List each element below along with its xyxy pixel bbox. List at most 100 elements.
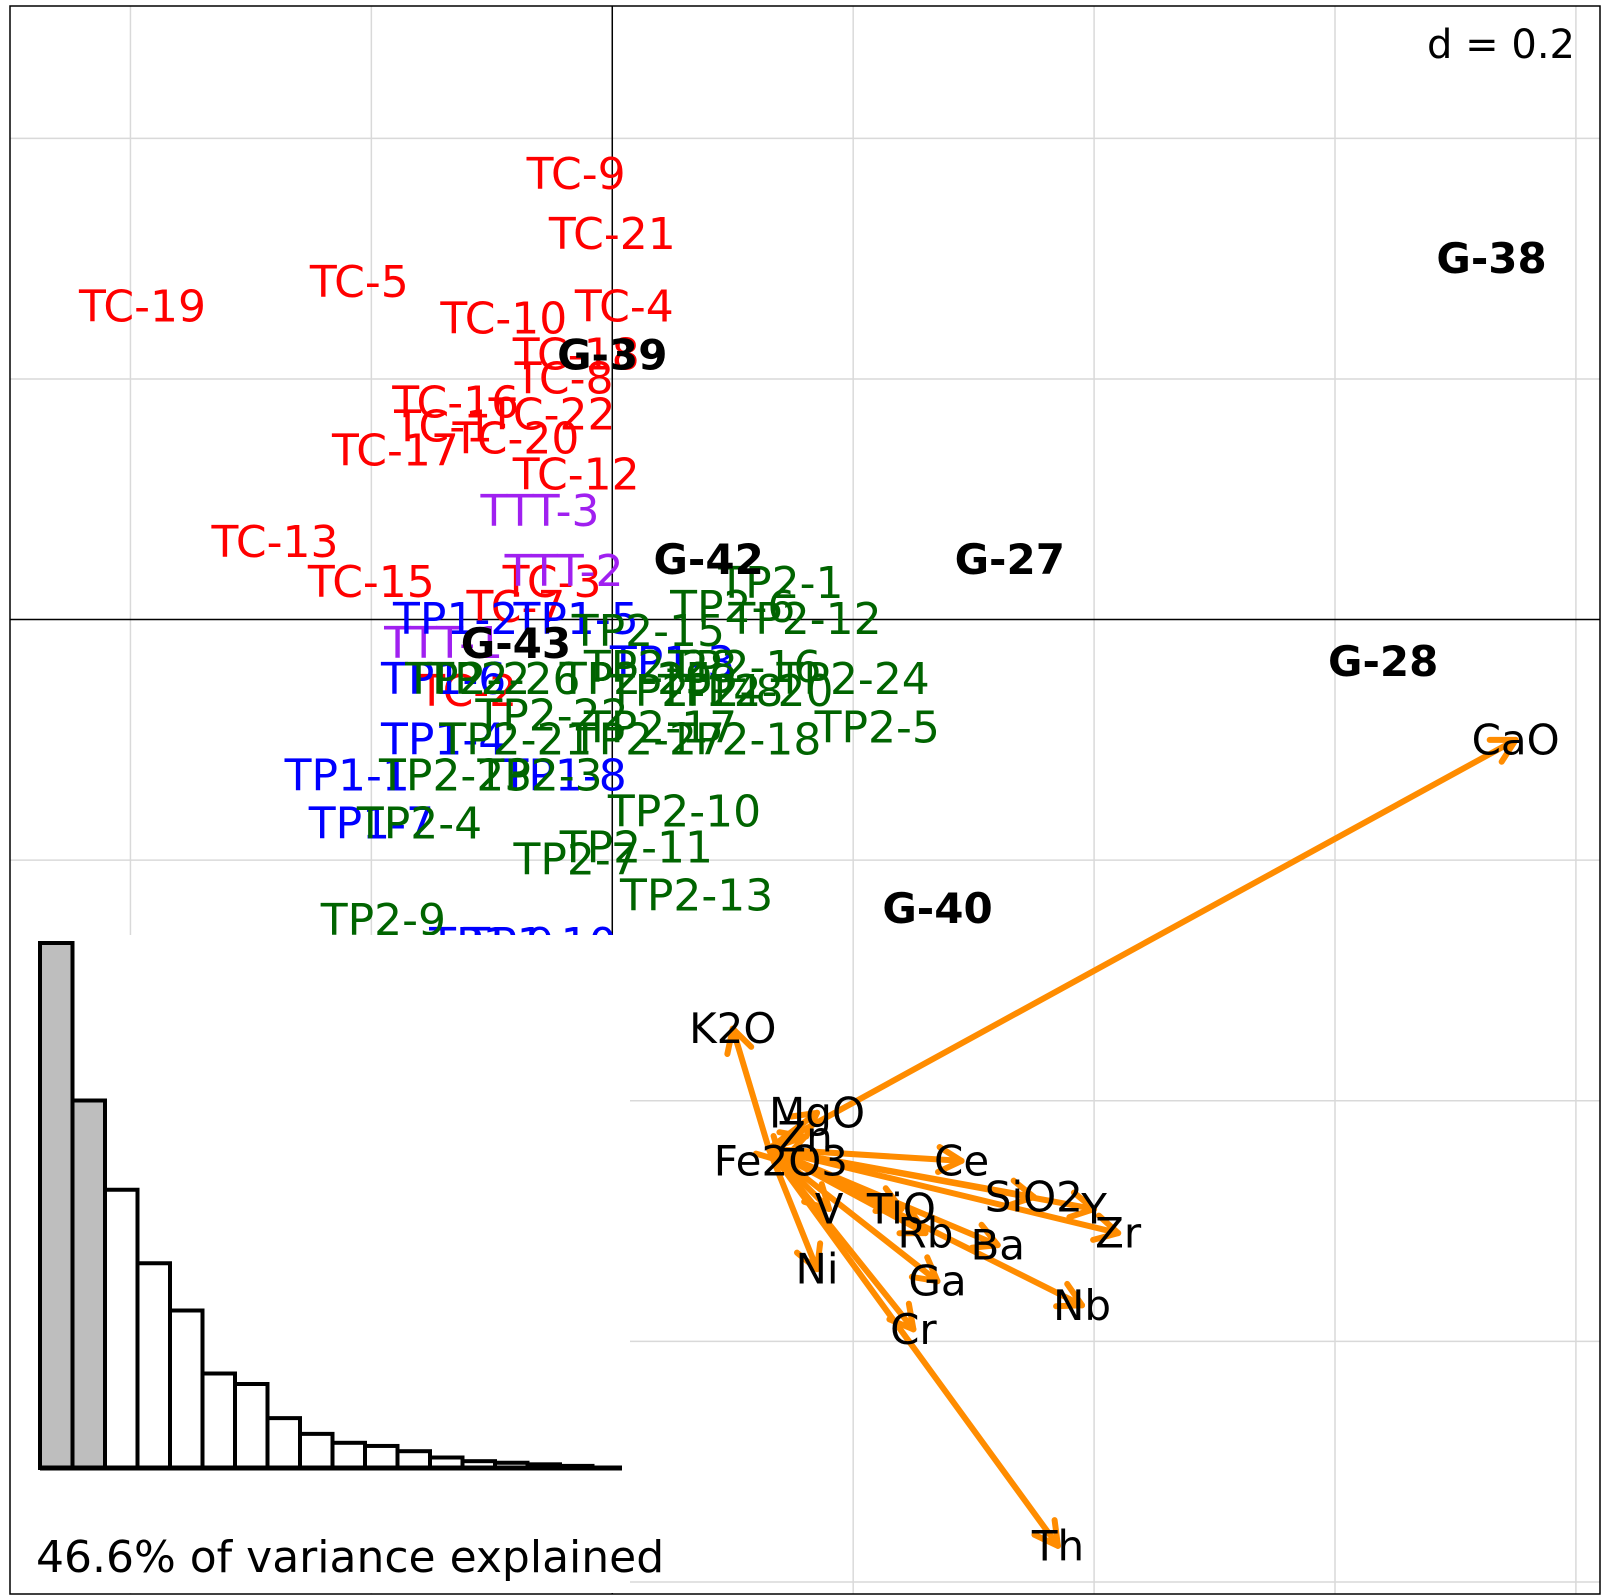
group-g-27: G-27 xyxy=(955,535,1065,584)
eigenvalue-bar xyxy=(168,1308,205,1470)
group-g-40: G-40 xyxy=(882,884,992,933)
eigenvalue-bar xyxy=(330,1440,367,1471)
variable-label-cr: Cr xyxy=(890,1305,937,1354)
variable-label-ce: Ce xyxy=(934,1136,989,1185)
point-tp2-15: TP2-15 xyxy=(571,606,725,657)
variable-label-tio: TiO xyxy=(866,1185,936,1234)
group-g-38: G-38 xyxy=(1436,234,1546,283)
arrow-th xyxy=(765,1145,1061,1549)
arrow-k2o xyxy=(724,1025,772,1152)
variable-label-ni: Ni xyxy=(795,1245,838,1294)
point-tc-7: TC-7 xyxy=(465,582,565,633)
point-tp2-12: TP2-12 xyxy=(727,594,881,645)
eigenvalue-bar xyxy=(38,941,75,1470)
eigenvalue-inset xyxy=(10,935,630,1593)
variable-label-fe2o3: Fe2O3 xyxy=(714,1136,848,1185)
point-tc-10: TC-10 xyxy=(439,293,567,344)
eigenvalue-bar xyxy=(233,1382,270,1470)
point-tc-19: TC-19 xyxy=(78,281,206,332)
arrow-cao xyxy=(765,736,1519,1152)
point-tp2-8: TP2-8 xyxy=(657,666,783,717)
point-tp2-18: TP2-18 xyxy=(667,714,821,765)
group-g-28: G-28 xyxy=(1328,637,1438,686)
variable-label-rb: Rb xyxy=(898,1209,954,1258)
point-tp1-8: TP1-8 xyxy=(500,750,626,801)
point-tp2-13: TP2-13 xyxy=(619,871,773,922)
variable-label-ba: Ba xyxy=(970,1221,1025,1270)
eigenvalue-bar xyxy=(265,1416,302,1470)
point-tp2-4: TP2-4 xyxy=(356,799,482,850)
variable-label-y: Y xyxy=(1080,1185,1107,1234)
point-tp2-2: TP2-2 xyxy=(404,654,530,705)
variable-label-v: V xyxy=(815,1185,844,1234)
group-g-43: G-43 xyxy=(461,619,571,668)
point-tc-20: TC-20 xyxy=(451,414,579,465)
point-tp2-17: TP2-17 xyxy=(583,702,737,753)
variable-label-mgo: MgO xyxy=(769,1088,865,1137)
scale-label: d = 0.2 xyxy=(1427,22,1575,68)
eigenvalue-bar xyxy=(298,1431,335,1470)
eigenvalue-bar xyxy=(103,1187,140,1470)
point-tp1-4: TP1-4 xyxy=(380,714,506,765)
variable-label-nb: Nb xyxy=(1053,1281,1111,1330)
point-tc-5: TC-5 xyxy=(309,257,409,308)
point-tc-21: TC-21 xyxy=(548,209,676,260)
eigenvalue-bar xyxy=(70,1098,107,1470)
arrow-ga xyxy=(765,1145,941,1285)
point-tc-17: TC-17 xyxy=(331,426,459,477)
point-tp2-1: TP2-1 xyxy=(717,558,843,609)
point-tp2-24: TP2-24 xyxy=(776,654,930,705)
arrow-zr xyxy=(765,1145,1122,1243)
point-tp1-3: TP1-3 xyxy=(609,637,735,688)
point-tp2-19: TP2-19 xyxy=(559,654,713,705)
point-tp2-27: TP2-27 xyxy=(571,714,725,765)
arrow-nb xyxy=(765,1145,1086,1310)
point-tp1-7: TP1-7 xyxy=(308,799,434,850)
group-g-42: G-42 xyxy=(653,535,763,584)
point-tp1-1: TP1-1 xyxy=(284,750,410,801)
variable-label-zr: Zr xyxy=(1095,1209,1142,1258)
point-ttt-3: TTT-3 xyxy=(480,486,600,537)
point-tc-8: TC-8 xyxy=(514,353,614,404)
point-tp2-21: TP2-21 xyxy=(438,714,592,765)
eigenvalue-bar xyxy=(135,1261,172,1470)
point-ttt-2: TTT-2 xyxy=(504,546,624,597)
variable-arrows xyxy=(724,736,1519,1549)
point-tp2-10: TP2-10 xyxy=(607,787,761,838)
point-tp2-23: TP2-23 xyxy=(378,750,532,801)
point-tc-1: TC-1 xyxy=(393,402,493,453)
point-tc-12: TC-12 xyxy=(512,450,640,501)
point-tp2-28: TP2-28 xyxy=(583,642,737,693)
group-labels: G-38 G-39 G-42 G-27 G-43 G-28 G-40 xyxy=(461,234,1547,933)
point-tp2-11: TP2-11 xyxy=(559,823,713,874)
variable-label-zn: Zn xyxy=(777,1112,832,1161)
variable-label-ga: Ga xyxy=(908,1257,966,1306)
point-tp2-16: TP2-16 xyxy=(667,642,821,693)
point-tc-2: TC-2 xyxy=(417,666,517,717)
point-ttt-1: TTT-1 xyxy=(383,618,503,669)
group-g-39: G-39 xyxy=(557,330,667,379)
variable-label-k2o: K2O xyxy=(689,1004,776,1053)
point-tp1-6: TP1-6 xyxy=(380,654,506,705)
point-tp2-25: TP2-25 xyxy=(559,654,713,705)
point-tp2-26: TP2-26 xyxy=(426,654,580,705)
point-tc-9: TC-9 xyxy=(526,149,626,200)
point-tc-13: TC-13 xyxy=(211,517,339,568)
eigenvalue-bar xyxy=(395,1449,432,1470)
point-tp2-22: TP2-22 xyxy=(474,690,628,741)
variable-label-th: Th xyxy=(1031,1521,1084,1570)
plot-frame xyxy=(9,5,1601,1595)
point-tc-22: TC-22 xyxy=(488,390,616,441)
point-tc-16: TC-16 xyxy=(391,378,519,429)
arrow-ni xyxy=(765,1145,824,1273)
variance-caption: 46.6% of variance explained xyxy=(36,1532,664,1583)
point-tc-3: TC-3 xyxy=(502,557,602,608)
eigenvalue-bar xyxy=(363,1443,400,1470)
point-tp2-6: TP2-6 xyxy=(669,582,795,633)
point-tc-18: TC-18 xyxy=(512,329,640,380)
point-tp2-7: TP2-7 xyxy=(512,835,638,886)
point-tp2-14: TP2-14 xyxy=(607,666,761,717)
point-tc-4: TC-4 xyxy=(574,281,674,332)
